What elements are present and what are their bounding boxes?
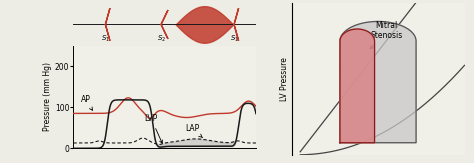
Text: $S_2$: $S_2$ [156,34,165,44]
Text: LVP: LVP [145,114,163,143]
Polygon shape [234,8,238,41]
Polygon shape [340,22,416,143]
Y-axis label: Pressure (mm Hg): Pressure (mm Hg) [43,62,52,132]
Text: LAP: LAP [185,124,202,138]
Polygon shape [340,29,374,143]
Polygon shape [161,10,168,39]
Text: Mitral
Stenosis: Mitral Stenosis [370,21,403,49]
Text: $S_1$: $S_1$ [229,34,238,44]
Y-axis label: LV Pressure: LV Pressure [280,57,289,101]
Text: AP: AP [81,95,92,110]
Text: $S_1$: $S_1$ [101,34,110,44]
Polygon shape [105,8,110,41]
